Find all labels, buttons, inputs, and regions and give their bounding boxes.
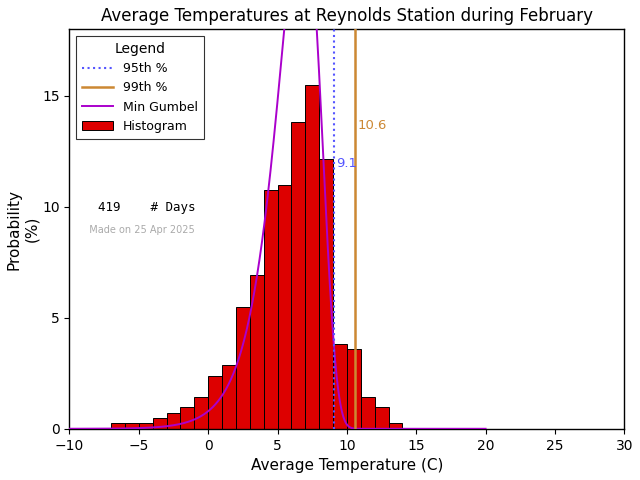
Bar	[236, 307, 250, 429]
Bar	[222, 365, 236, 429]
Bar	[319, 159, 333, 429]
Bar	[153, 418, 166, 429]
Bar	[361, 397, 374, 429]
X-axis label: Average Temperature (C): Average Temperature (C)	[251, 458, 443, 473]
Bar	[333, 344, 347, 429]
Bar	[278, 185, 291, 429]
Bar	[264, 191, 278, 429]
Bar	[166, 413, 180, 429]
Bar	[111, 423, 125, 429]
Bar	[374, 408, 388, 429]
Y-axis label: Probability
(%): Probability (%)	[7, 189, 39, 270]
Legend: 95th %, 99th %, Min Gumbel, Histogram: 95th %, 99th %, Min Gumbel, Histogram	[76, 36, 204, 139]
Text: Made on 25 Apr 2025: Made on 25 Apr 2025	[83, 225, 195, 235]
Bar	[291, 121, 305, 429]
Text: 10.6: 10.6	[358, 119, 387, 132]
Bar	[139, 423, 153, 429]
Text: 419    # Days: 419 # Days	[83, 201, 196, 214]
Bar	[208, 376, 222, 429]
Bar	[125, 423, 139, 429]
Bar	[305, 84, 319, 429]
Bar	[195, 397, 208, 429]
Text: 9.1: 9.1	[337, 157, 358, 170]
Bar	[180, 408, 195, 429]
Bar	[388, 423, 403, 429]
Bar	[347, 349, 361, 429]
Title: Average Temperatures at Reynolds Station during February: Average Temperatures at Reynolds Station…	[101, 7, 593, 25]
Bar	[250, 275, 264, 429]
